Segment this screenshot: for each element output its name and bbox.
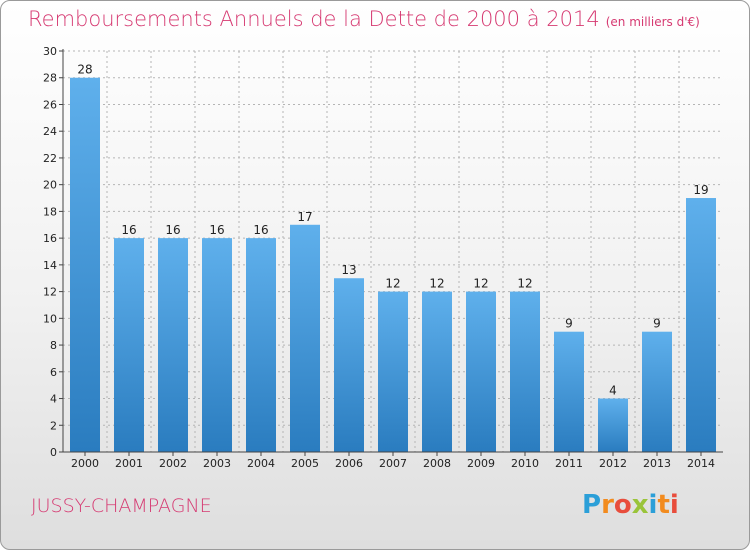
bar — [114, 238, 144, 452]
value-label: 16 — [121, 223, 136, 237]
logo-letter: o — [613, 490, 632, 520]
bar — [554, 331, 584, 452]
value-label: 9 — [565, 317, 573, 331]
value-label: 12 — [385, 277, 400, 291]
bar — [422, 291, 452, 452]
y-tick-label: 6 — [50, 366, 57, 379]
x-tick-label: 2009 — [467, 457, 495, 470]
x-tick-label: 2003 — [203, 457, 231, 470]
x-tick-label: 2002 — [159, 457, 187, 470]
bar — [642, 331, 672, 452]
y-tick-label: 24 — [43, 125, 57, 138]
x-tick-label: 2011 — [555, 457, 583, 470]
bar — [246, 238, 276, 452]
y-tick-label: 12 — [43, 286, 57, 299]
y-tick-label: 14 — [43, 259, 57, 272]
value-label: 12 — [473, 277, 488, 291]
y-tick-label: 20 — [43, 179, 57, 192]
bar — [510, 291, 540, 452]
proxiti-logo: Proxiti — [582, 490, 679, 520]
x-tick-label: 2001 — [115, 457, 143, 470]
y-tick-label: 4 — [50, 393, 57, 406]
chart-title: Remboursements Annuels de la Dette de 20… — [28, 7, 700, 31]
bar — [334, 278, 364, 452]
x-tick-label: 2012 — [599, 457, 627, 470]
logo-letter: t — [657, 490, 670, 520]
y-tick-label: 18 — [43, 205, 57, 218]
y-tick-label: 30 — [43, 45, 57, 58]
bar — [378, 291, 408, 452]
bar — [202, 238, 232, 452]
logo-letter: i — [648, 490, 658, 520]
bar — [598, 398, 628, 452]
commune-name: JUSSY-CHAMPAGNE — [31, 495, 212, 517]
y-tick-label: 10 — [43, 312, 57, 325]
bar — [290, 224, 320, 452]
bar — [686, 198, 716, 452]
chart-title-main: Remboursements Annuels de la Dette de 20… — [28, 7, 600, 31]
x-tick-label: 2004 — [247, 457, 275, 470]
y-tick-label: 0 — [50, 446, 57, 459]
x-tick-label: 2010 — [511, 457, 539, 470]
x-tick-label: 2013 — [643, 457, 671, 470]
x-tick-label: 2007 — [379, 457, 407, 470]
value-label: 12 — [429, 277, 444, 291]
logo-letter: r — [601, 490, 614, 520]
value-label: 16 — [253, 223, 268, 237]
y-tick-label: 28 — [43, 72, 57, 85]
value-label: 16 — [209, 223, 224, 237]
y-tick-label: 2 — [50, 419, 57, 432]
value-label: 12 — [517, 277, 532, 291]
y-tick-label: 8 — [50, 339, 57, 352]
y-tick-label: 26 — [43, 98, 57, 111]
x-tick-label: 2005 — [291, 457, 319, 470]
bar — [70, 77, 100, 452]
logo-letter: x — [631, 490, 649, 520]
value-label: 9 — [653, 317, 661, 331]
x-tick-label: 2014 — [687, 457, 715, 470]
value-label: 13 — [341, 263, 356, 277]
bar — [158, 238, 188, 452]
value-label: 19 — [693, 183, 708, 197]
x-tick-label: 2008 — [423, 457, 451, 470]
value-label: 17 — [297, 210, 312, 224]
y-tick-label: 22 — [43, 152, 57, 165]
y-tick-label: 16 — [43, 232, 57, 245]
logo-letter: i — [669, 490, 679, 520]
value-label: 16 — [165, 223, 180, 237]
x-tick-label: 2006 — [335, 457, 363, 470]
logo-letter: P — [582, 490, 602, 520]
chart-unit-note: (en milliers d'€) — [605, 15, 700, 29]
x-tick-label: 2000 — [71, 457, 99, 470]
value-label: 4 — [609, 384, 617, 398]
bar — [466, 291, 496, 452]
value-label: 28 — [77, 63, 92, 77]
